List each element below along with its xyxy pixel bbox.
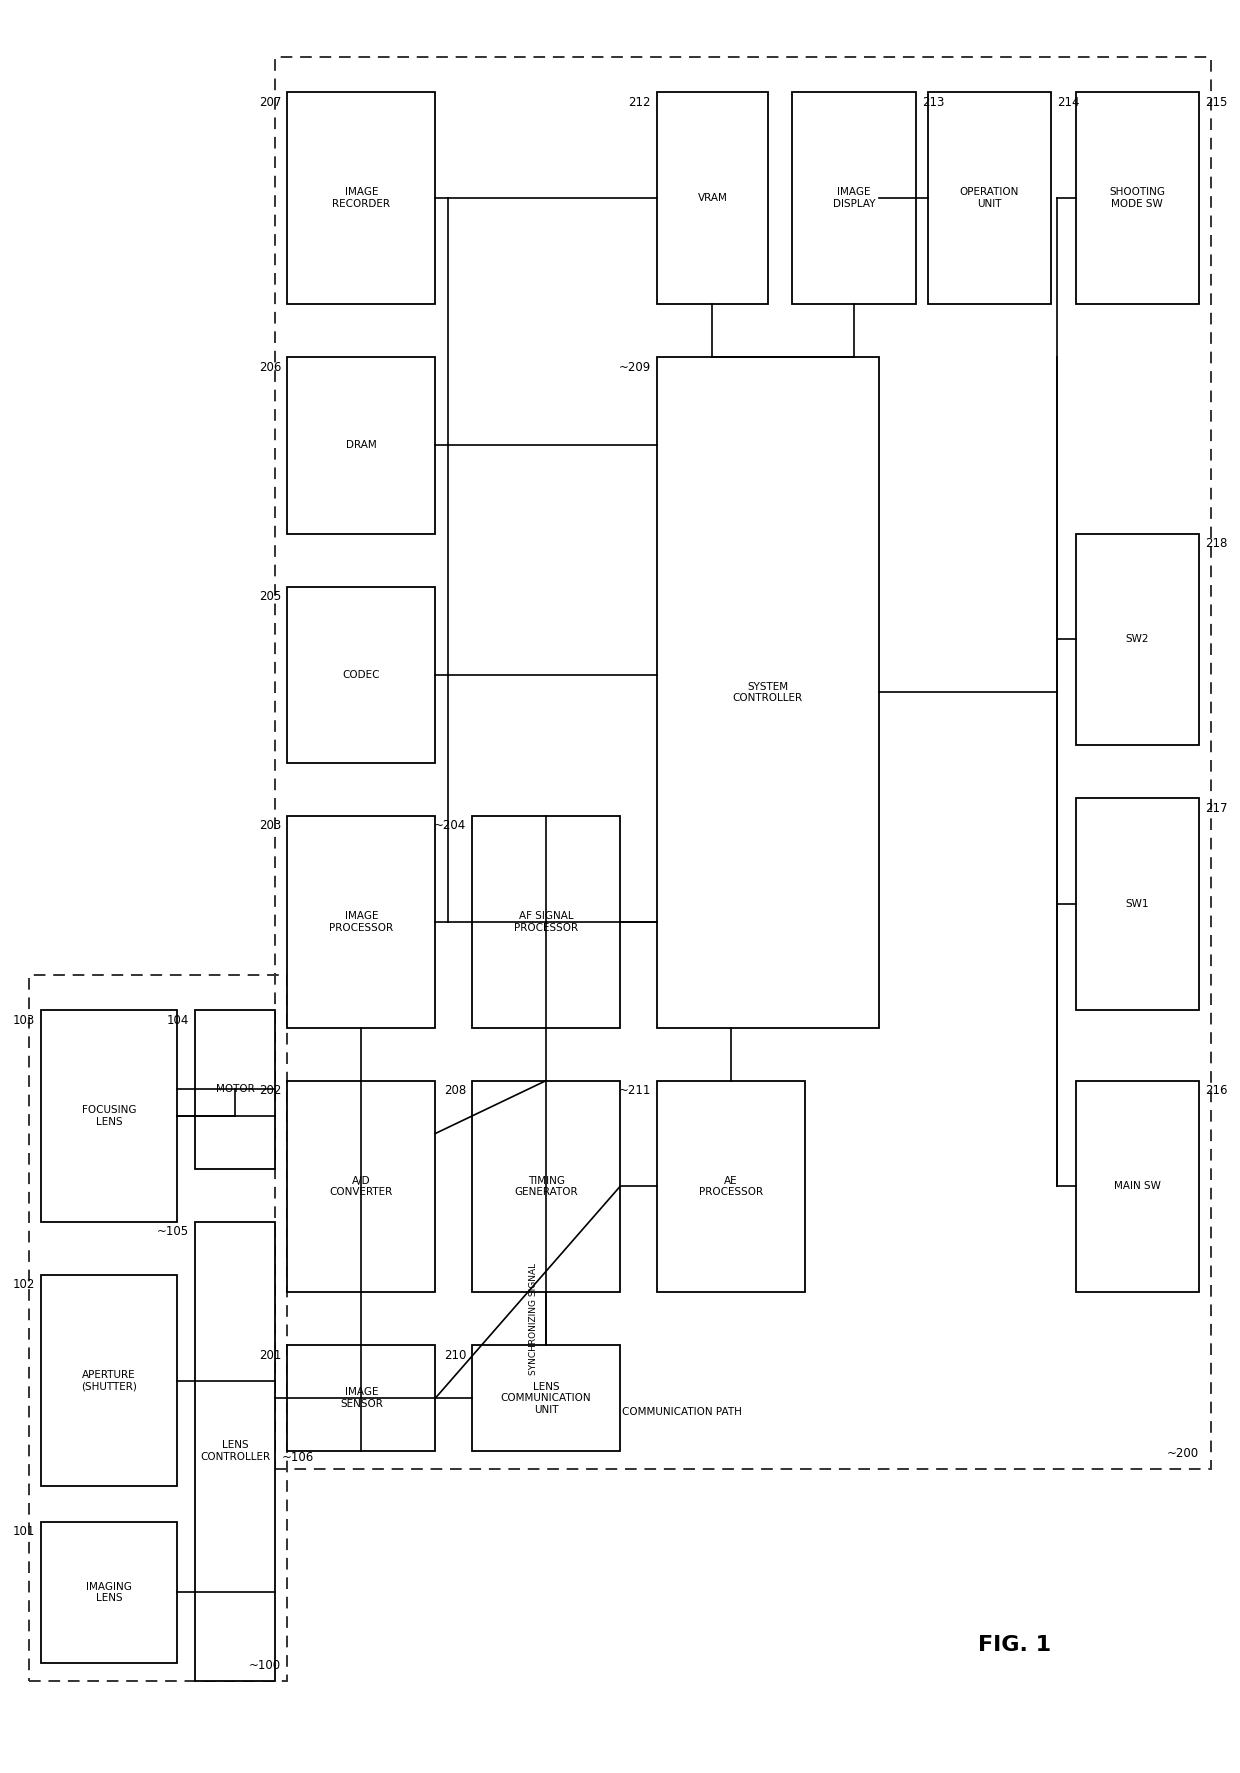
Text: 201: 201 — [259, 1349, 281, 1362]
Bar — [288, 1346, 435, 1450]
Text: DRAM: DRAM — [346, 440, 377, 450]
Text: A/D
CONVERTER: A/D CONVERTER — [330, 1175, 393, 1197]
Text: SYNCHRONIZING SIGNAL: SYNCHRONIZING SIGNAL — [529, 1262, 538, 1374]
Bar — [1076, 798, 1199, 1011]
Text: APERTURE
(SHUTTER): APERTURE (SHUTTER) — [81, 1371, 136, 1392]
Bar — [1076, 1080, 1199, 1293]
Text: SW1: SW1 — [1126, 899, 1149, 910]
Text: 214: 214 — [1058, 96, 1080, 108]
Bar — [928, 92, 1052, 305]
Text: 205: 205 — [259, 590, 281, 603]
Bar — [657, 1080, 805, 1293]
Bar — [472, 816, 620, 1028]
Text: FIG. 1: FIG. 1 — [977, 1635, 1050, 1656]
Text: IMAGE
DISPLAY: IMAGE DISPLAY — [833, 188, 875, 209]
Text: SHOOTING
MODE SW: SHOOTING MODE SW — [1110, 188, 1166, 209]
Bar — [41, 1521, 176, 1663]
Text: LENS
COMMUNICATION
UNIT: LENS COMMUNICATION UNIT — [501, 1381, 591, 1415]
Text: 216: 216 — [1205, 1083, 1228, 1097]
Text: VRAM: VRAM — [697, 193, 728, 204]
Bar — [288, 1080, 435, 1293]
Bar — [288, 92, 435, 305]
Text: ~106: ~106 — [281, 1450, 314, 1464]
Text: 206: 206 — [259, 360, 281, 374]
Text: OPERATION
UNIT: OPERATION UNIT — [960, 188, 1019, 209]
Text: IMAGE
RECORDER: IMAGE RECORDER — [332, 188, 391, 209]
Bar — [275, 57, 1211, 1468]
Text: AE
PROCESSOR: AE PROCESSOR — [699, 1175, 763, 1197]
Bar — [288, 816, 435, 1028]
Text: SW2: SW2 — [1126, 635, 1149, 644]
Bar — [41, 1011, 176, 1222]
Text: 217: 217 — [1205, 801, 1228, 816]
Bar — [792, 92, 915, 305]
Text: AF SIGNAL
PROCESSOR: AF SIGNAL PROCESSOR — [515, 911, 578, 933]
Text: 218: 218 — [1205, 537, 1228, 550]
Text: COMMUNICATION PATH: COMMUNICATION PATH — [621, 1408, 742, 1417]
Text: 103: 103 — [12, 1014, 35, 1027]
Text: TIMING
GENERATOR: TIMING GENERATOR — [515, 1175, 578, 1197]
Bar — [1076, 92, 1199, 305]
Bar — [195, 1222, 275, 1681]
Text: ~100: ~100 — [249, 1660, 281, 1672]
Text: IMAGE
SENSOR: IMAGE SENSOR — [340, 1388, 383, 1410]
Text: ~209: ~209 — [619, 360, 651, 374]
Bar — [657, 92, 768, 305]
Text: IMAGING
LENS: IMAGING LENS — [86, 1582, 131, 1603]
Text: 101: 101 — [12, 1525, 35, 1539]
Text: ~105: ~105 — [156, 1225, 188, 1238]
Text: 208: 208 — [444, 1083, 466, 1097]
Text: 104: 104 — [166, 1014, 188, 1027]
Text: SYSTEM
CONTROLLER: SYSTEM CONTROLLER — [733, 681, 802, 704]
Text: 207: 207 — [259, 96, 281, 108]
Bar — [472, 1080, 620, 1293]
Bar — [472, 1346, 620, 1450]
Text: MAIN SW: MAIN SW — [1114, 1181, 1161, 1191]
Text: 213: 213 — [921, 96, 944, 108]
Text: 215: 215 — [1205, 96, 1228, 108]
Text: MOTOR: MOTOR — [216, 1085, 254, 1094]
Text: 202: 202 — [259, 1083, 281, 1097]
Bar — [288, 356, 435, 534]
Text: ~200: ~200 — [1167, 1447, 1199, 1459]
Text: 203: 203 — [259, 819, 281, 833]
Bar — [41, 1275, 176, 1486]
Bar — [195, 1011, 275, 1168]
Bar — [657, 356, 879, 1028]
Text: ~204: ~204 — [434, 819, 466, 833]
Bar — [1076, 534, 1199, 745]
Bar — [29, 975, 288, 1681]
Text: FOCUSING
LENS: FOCUSING LENS — [82, 1105, 136, 1126]
Text: 210: 210 — [444, 1349, 466, 1362]
Text: LENS
CONTROLLER: LENS CONTROLLER — [200, 1440, 270, 1463]
Text: IMAGE
PROCESSOR: IMAGE PROCESSOR — [330, 911, 393, 933]
Bar — [288, 587, 435, 762]
Text: 102: 102 — [12, 1278, 35, 1291]
Text: CODEC: CODEC — [342, 670, 381, 679]
Text: ~211: ~211 — [619, 1083, 651, 1097]
Text: 212: 212 — [629, 96, 651, 108]
